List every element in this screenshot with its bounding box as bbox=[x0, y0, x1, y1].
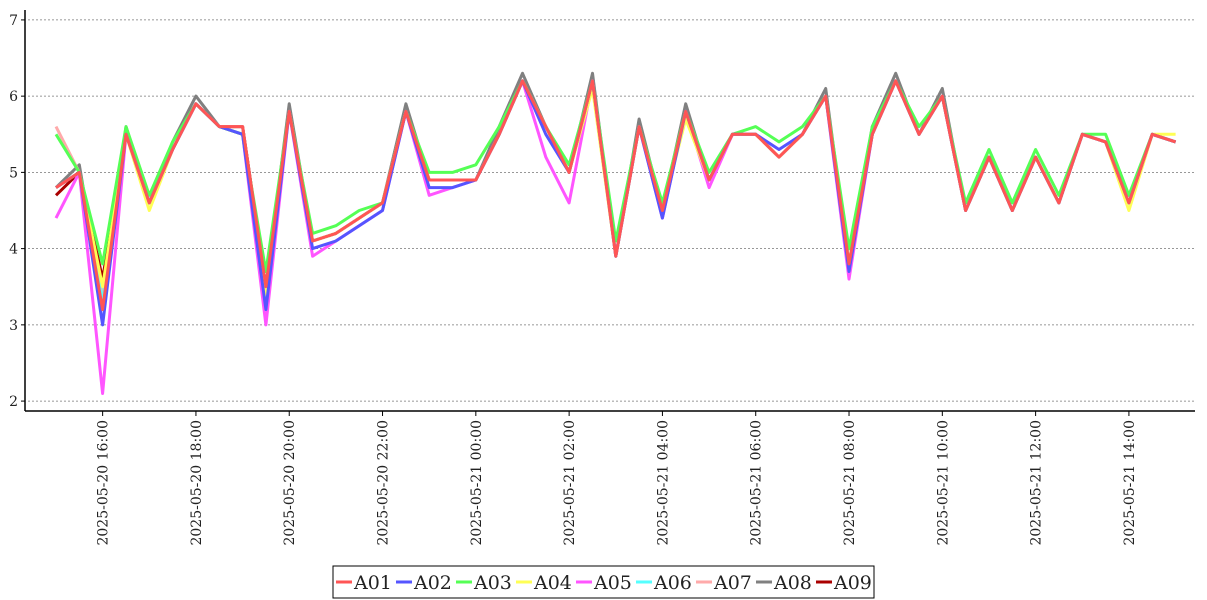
series-line bbox=[54, 79, 1177, 273]
legend-label: A07 bbox=[713, 572, 752, 594]
legend-box bbox=[332, 565, 875, 599]
legend-label: A01 bbox=[353, 572, 392, 594]
legend: A01 A02 A03 A04 A05 A06 A07 A08 A09 bbox=[336, 572, 872, 594]
legend-label: A05 bbox=[593, 572, 632, 594]
x-tick-label: 2025-05-21 12:00 bbox=[1029, 420, 1045, 546]
series-line bbox=[55, 79, 1176, 296]
series-line bbox=[54, 71, 1177, 304]
legend-label: A08 bbox=[773, 572, 812, 594]
x-tick-label: 2025-05-20 22:00 bbox=[376, 420, 392, 546]
y-tick-label: 5 bbox=[9, 165, 18, 181]
x-tick-label: 2025-05-21 08:00 bbox=[842, 420, 858, 546]
series-line bbox=[55, 79, 1177, 312]
y-tick-label: 4 bbox=[9, 242, 18, 258]
legend-label: A09 bbox=[833, 572, 872, 594]
x-tick-label: 2025-05-20 18:00 bbox=[189, 420, 205, 546]
x-tick-label: 2025-05-20 20:00 bbox=[282, 420, 298, 546]
lines bbox=[54, 71, 1177, 395]
legend-label: A06 bbox=[653, 572, 692, 594]
legend-label: A03 bbox=[473, 572, 512, 594]
x-tick-label: 2025-05-21 04:00 bbox=[655, 420, 671, 546]
x-tick-label: 2025-05-21 14:00 bbox=[1122, 420, 1138, 546]
legend-label: A02 bbox=[413, 572, 452, 594]
x-tick-label: 2025-05-21 00:00 bbox=[469, 420, 485, 546]
y-tick-label: 7 bbox=[9, 13, 18, 29]
x-tick-label: 2025-05-21 10:00 bbox=[935, 420, 951, 546]
x-tick-label: 2025-05-21 06:00 bbox=[749, 420, 765, 546]
y-tick-label: 6 bbox=[9, 89, 18, 105]
x-tick-label: 2025-05-21 02:00 bbox=[562, 420, 578, 546]
legend-label: A04 bbox=[533, 572, 572, 594]
y-tick-label: 3 bbox=[9, 318, 18, 334]
y-tick-label: 2 bbox=[9, 394, 18, 410]
x-tick-label: 2025-05-20 16:00 bbox=[96, 420, 112, 546]
series-line bbox=[54, 79, 1177, 296]
axis-labels: 2 3 4 5 6 7 2025-05-20 16:00 2025-05-20 18:00 20… bbox=[9, 13, 1138, 546]
